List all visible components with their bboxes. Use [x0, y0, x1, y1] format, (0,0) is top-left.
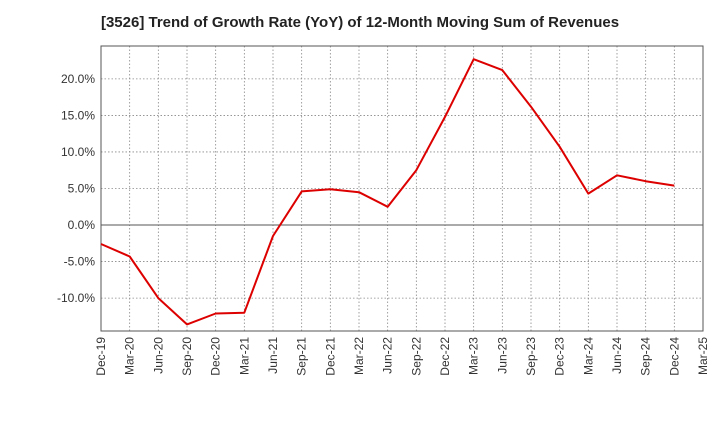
- x-tick-label: Dec-24: [667, 337, 681, 376]
- x-tick-label: Mar-22: [352, 337, 366, 375]
- y-tick-label: 10.0%: [61, 145, 95, 159]
- plot-area: [100, 45, 704, 332]
- x-tick-label: Dec-22: [438, 337, 452, 376]
- x-tick-label: Mar-25: [696, 337, 710, 375]
- series-line: [100, 58, 675, 326]
- x-tick-label: Sep-24: [639, 337, 653, 376]
- x-tick-label: Jun-24: [610, 337, 624, 374]
- x-tick-label: Sep-22: [409, 337, 423, 376]
- x-tick-label: Dec-23: [553, 337, 567, 376]
- x-tick-label: Dec-19: [94, 337, 108, 376]
- x-tick-label: Mar-20: [123, 337, 137, 375]
- x-tick-label: Mar-21: [237, 337, 251, 375]
- x-tick-label: Mar-24: [581, 337, 595, 375]
- x-axis: Dec-19 Mar-20 Jun-20 Sep-20 Dec-20 Mar-21 Jun-…: [94, 337, 710, 376]
- series-layer: [100, 58, 675, 326]
- y-tick-label: 20.0%: [61, 72, 95, 86]
- y-axis: 20.0% 15.0% 10.0% 5.0% 0.0% -5.0% -10.0%: [57, 72, 95, 305]
- y-tick-label: 15.0%: [61, 108, 95, 122]
- x-tick-label: Sep-21: [295, 337, 309, 376]
- y-tick-label: -5.0%: [64, 255, 96, 269]
- x-tick-label: Jun-22: [381, 337, 395, 374]
- x-tick-label: Dec-20: [209, 337, 223, 376]
- y-tick-label: 5.0%: [68, 182, 96, 196]
- x-tick-label: Sep-20: [180, 337, 194, 376]
- y-tick-label: -10.0%: [57, 291, 95, 305]
- x-tick-label: Jun-23: [495, 337, 509, 374]
- x-tick-label: Jun-20: [151, 337, 165, 374]
- y-tick-label: 0.0%: [68, 218, 96, 232]
- x-tick-label: Mar-23: [467, 337, 481, 375]
- chart-title: [3526] Trend of Growth Rate (YoY) of 12-…: [100, 14, 620, 31]
- grid: [100, 46, 704, 331]
- x-tick-label: Jun-21: [266, 337, 280, 374]
- x-tick-label: Sep-23: [524, 337, 538, 376]
- x-tick-label: Dec-21: [323, 337, 337, 376]
